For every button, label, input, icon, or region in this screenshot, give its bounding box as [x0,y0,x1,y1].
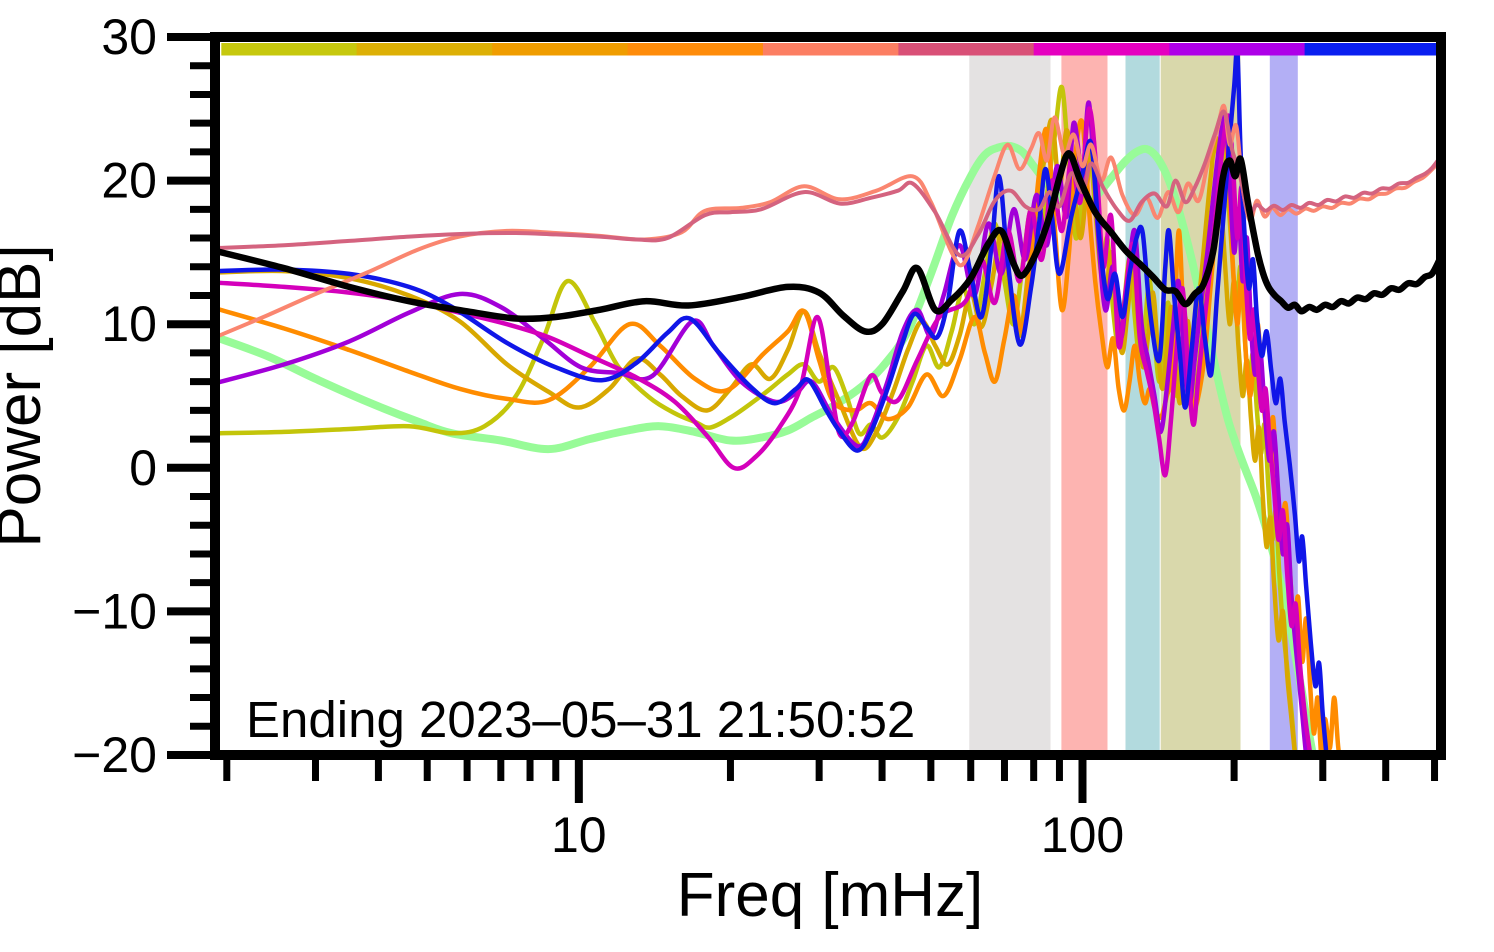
plot-frame [210,32,1446,760]
y-tick-label: 0 [129,440,157,496]
strip-segment [898,43,1035,56]
strip-segment [762,43,899,56]
y-tick-label: −20 [72,727,157,783]
y-tick-label: −10 [72,583,157,639]
ending-timestamp-annotation: Ending 2023–05–31 21:50:52 [246,691,915,748]
spectra-curves [220,46,1436,750]
series-blue [220,46,1329,750]
top-frequency-band-strip [221,43,1441,56]
y-tick-label: 30 [101,9,157,65]
strip-segment [1304,43,1441,56]
x-tick-label: 10 [551,807,607,863]
strip-segment [1169,43,1306,56]
strip-segment [1033,43,1170,56]
y-tick-label: 20 [101,153,157,209]
series-rose [220,109,1436,258]
series-salmon [220,103,1436,338]
axis-ticks [167,33,1439,803]
strip-segment [627,43,764,56]
y-tick-label: 10 [101,296,157,352]
strip-segment [356,43,493,56]
strip-segment [492,43,629,56]
series-black [220,150,1436,336]
x-tick-label: 100 [1041,807,1124,863]
y-axis-title: Power [dB] [0,244,54,547]
strip-segment [221,43,358,56]
x-axis-title: Freq [mHz] [677,861,984,930]
